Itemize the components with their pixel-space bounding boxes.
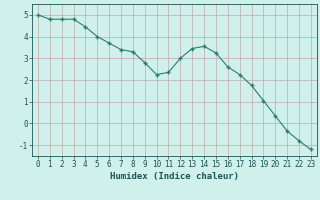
X-axis label: Humidex (Indice chaleur): Humidex (Indice chaleur) bbox=[110, 172, 239, 181]
